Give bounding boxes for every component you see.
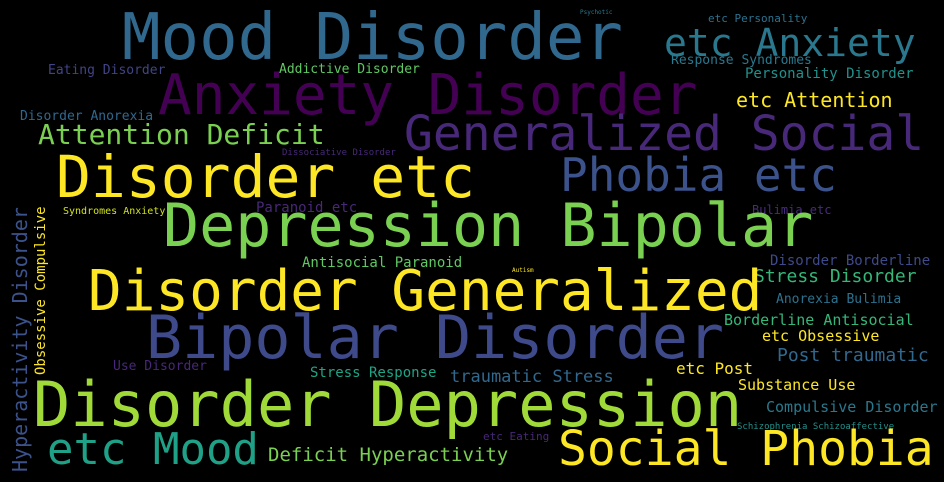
- word-hyperactivity-disorder: Hyperactivity Disorder: [8, 207, 32, 472]
- word-paranoid-etc: Paranoid etc: [256, 200, 358, 216]
- word-disorder-etc: Disorder etc: [56, 143, 476, 211]
- word-eating-disorder: Eating Disorder: [48, 63, 166, 78]
- word-etc-obsessive: etc Obsessive: [762, 327, 880, 345]
- word-attention-deficit: Attention Deficit: [38, 118, 325, 151]
- word-disorder-anorexia: Disorder Anorexia: [20, 109, 154, 124]
- word-etc-anxiety: etc Anxiety: [664, 21, 916, 65]
- word-addictive-disorder: Addictive Disorder: [279, 62, 420, 77]
- word-disorder-borderline: Disorder Borderline: [770, 253, 931, 269]
- word-traumatic-stress: traumatic Stress: [450, 367, 614, 387]
- word-personality-disorder: Personality Disorder: [745, 66, 914, 82]
- word-social-phobia: Social Phobia: [558, 421, 934, 477]
- word-etc-mood: etc Mood: [47, 424, 259, 475]
- word-obsessive-compulsive: Obsessive Compulsive: [33, 206, 49, 375]
- word-etc-personality: etc Personality: [708, 12, 808, 25]
- word-schizophrenia-schizoaffective: Schizophrenia Schizoaffective: [737, 422, 895, 432]
- word-anxiety-disorder: Anxiety Disorder: [158, 63, 698, 128]
- word-deficit-hyperactivity: Deficit Hyperactivity: [268, 444, 509, 466]
- word-dissociative-disorder: Dissociative Disorder: [282, 148, 396, 158]
- word-disorder-generalized: Disorder Generalized: [88, 259, 763, 324]
- word-antisocial-paranoid: Antisocial Paranoid: [302, 255, 463, 271]
- word-generalized-social: Generalized Social: [404, 106, 925, 162]
- word-etc-attention: etc Attention: [736, 88, 893, 112]
- word-etc-eating: etc Eating: [483, 430, 550, 443]
- word-use-disorder: Use Disorder: [113, 359, 207, 374]
- word-anorexia-bulimia: Anorexia Bulimia: [776, 292, 902, 307]
- word-bipolar-disorder: Bipolar Disorder: [146, 303, 724, 373]
- word-response-syndromes: Response Syndromes: [671, 53, 812, 68]
- word-post-traumatic: Post traumatic: [777, 345, 929, 366]
- word-phobia-etc: Phobia etc: [560, 148, 837, 202]
- word-etc-post: etc Post: [676, 359, 754, 378]
- word-autism: Autism: [512, 267, 534, 274]
- word-psychotic: Psychotic: [580, 9, 613, 16]
- word-mood-disorder: Mood Disorder: [122, 1, 623, 75]
- word-substance-use: Substance Use: [738, 376, 856, 394]
- word-bulimia-etc: Bulimia etc: [752, 203, 832, 217]
- word-borderline-antisocial: Borderline Antisocial: [724, 311, 914, 329]
- word-stress-response: Stress Response: [310, 365, 437, 381]
- word-stress-disorder: Stress Disorder: [754, 266, 917, 287]
- word-compulsive-disorder: Compulsive Disorder: [766, 398, 938, 416]
- word-syndromes-anxiety: Syndromes Anxiety: [63, 206, 166, 217]
- word-disorder-depression: Disorder Depression: [33, 368, 743, 441]
- word-depression-bipolar: Depression Bipolar: [163, 191, 814, 261]
